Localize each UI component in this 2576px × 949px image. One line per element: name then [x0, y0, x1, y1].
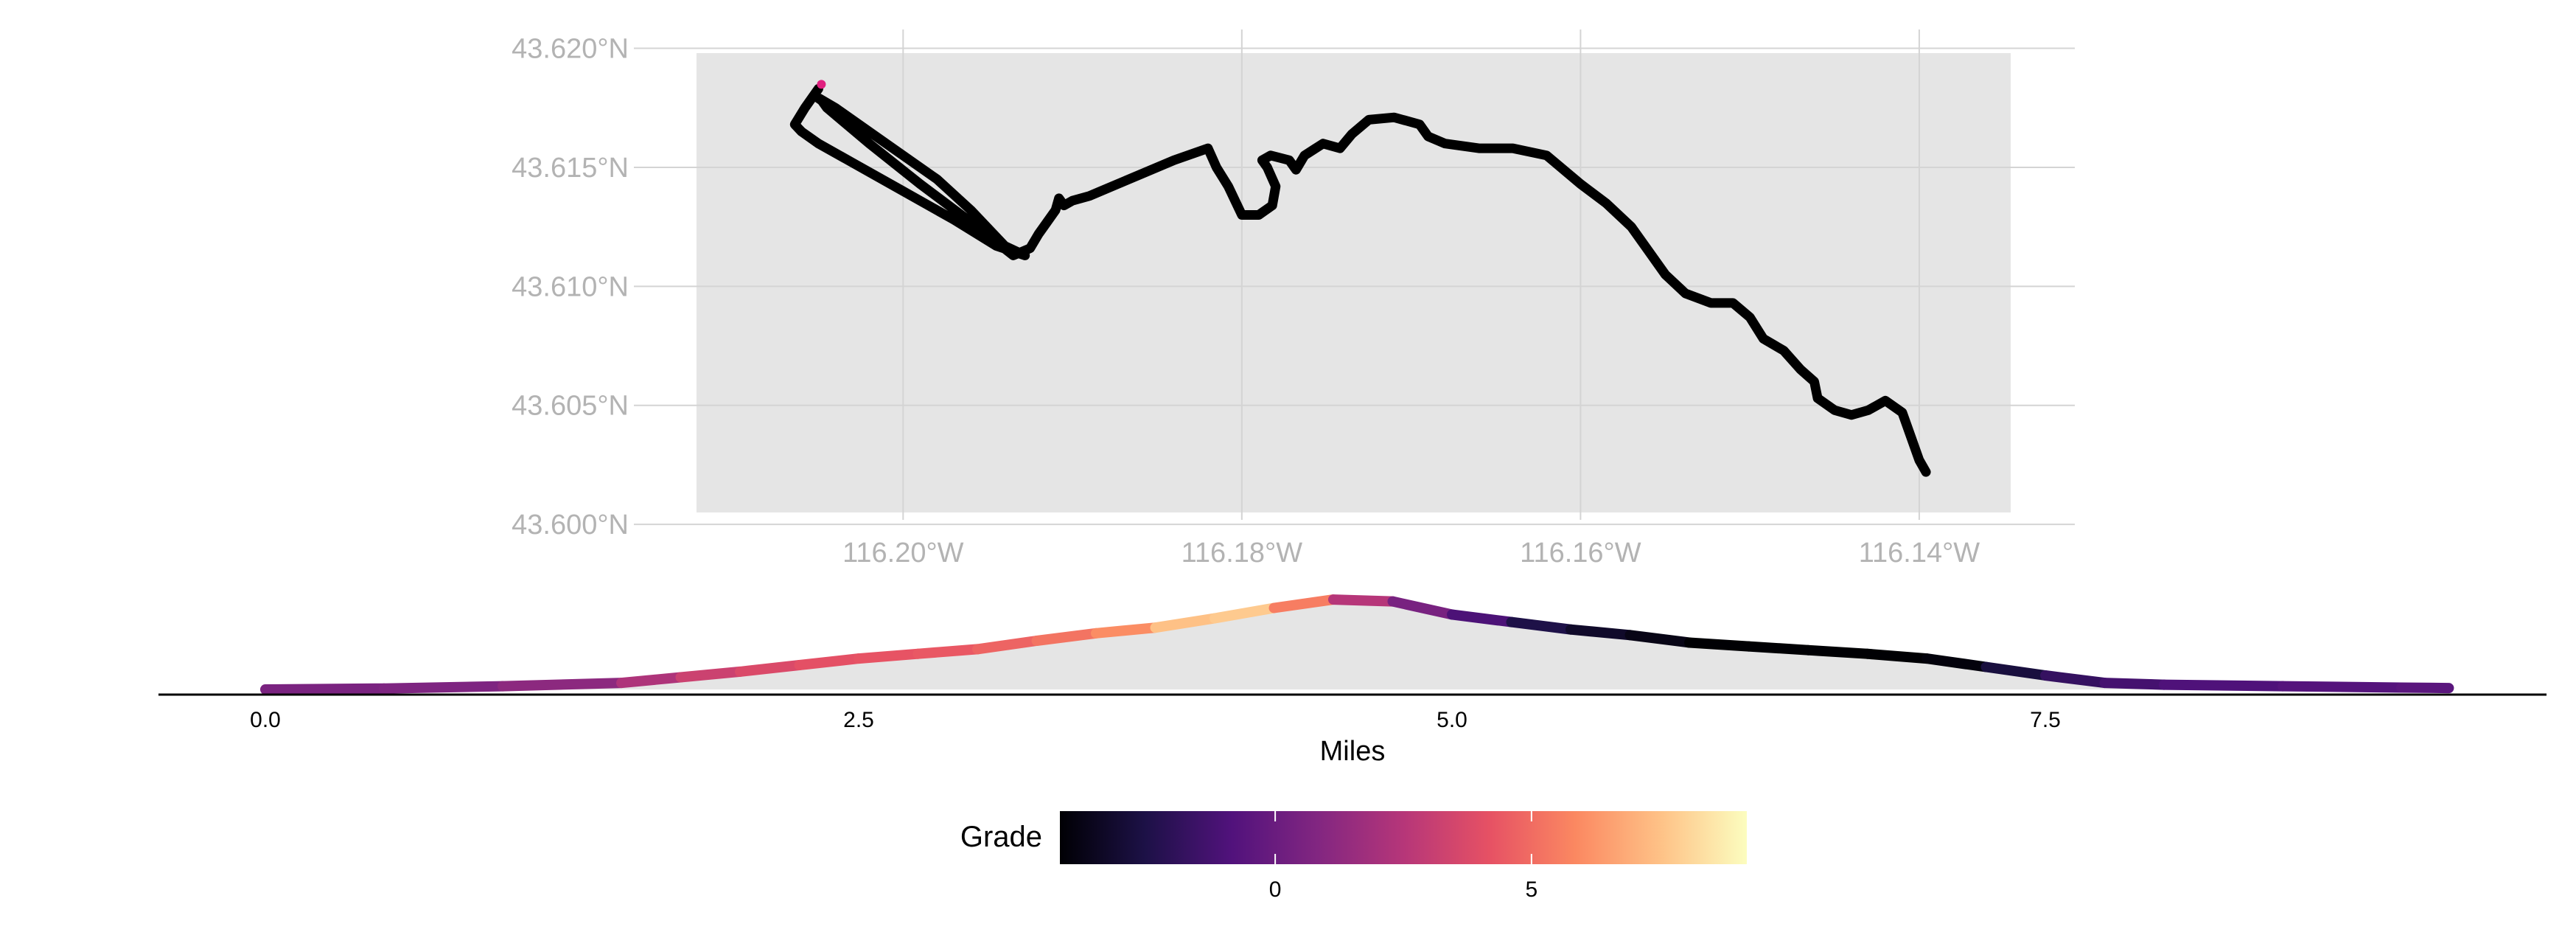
profile-segment	[1328, 594, 1398, 607]
profile-x-tick-label: 5.0	[1437, 708, 1467, 732]
profile-x-tick-label: 2.5	[843, 708, 874, 732]
legend-title: Grade	[960, 821, 1042, 853]
profile-segment	[912, 644, 982, 659]
profile-segment	[1150, 613, 1220, 633]
route-line	[789, 83, 1931, 477]
profile-segment	[1091, 622, 1161, 639]
profile-segment	[972, 636, 1042, 655]
profile-segment	[2099, 678, 2169, 690]
map-x-tick-labels: 116.20°W 116.18°W 116.16°W 116.14°W	[842, 538, 1980, 569]
profile-segment	[1031, 628, 1101, 646]
elevation-area	[265, 599, 2449, 689]
profile-segment	[675, 666, 745, 683]
profile-segment	[1862, 648, 1932, 664]
map-y-tick-label: 43.615°N	[512, 153, 629, 184]
legend-tick-label: 5	[1526, 877, 1538, 902]
route-map: 116.20°W 116.18°W 116.16°W 116.14°W 43.600°…	[512, 29, 2075, 569]
profile-segment	[1743, 641, 1813, 656]
profile-segment	[1921, 653, 1992, 672]
map-x-tick-label: 116.16°W	[1520, 538, 1641, 569]
profile-segment	[379, 681, 508, 694]
profile-segment	[2040, 670, 2110, 689]
profile-segment	[1447, 609, 1517, 628]
profile-segment	[1268, 594, 1338, 613]
profile-segment	[2277, 681, 2406, 693]
map-x-tick-label: 116.20°W	[842, 538, 964, 569]
map-y-tick-label: 43.620°N	[512, 34, 629, 65]
map-panel	[697, 53, 2011, 512]
profile-x-tick-labels: 0.0 2.5 5.0 7.5	[250, 708, 2061, 732]
profile-segment	[1210, 602, 1280, 624]
profile-segment	[2159, 679, 2288, 692]
profile-x-axis-title: Miles	[1320, 736, 1386, 767]
profile-segment	[616, 672, 686, 689]
profile-x-tick-label: 0.0	[250, 708, 281, 732]
profile-segment	[854, 648, 924, 664]
map-y-tick-label: 43.605°N	[512, 391, 629, 422]
elevation-profile: 0.0 2.5 5.0 7.5 Miles	[158, 594, 2547, 767]
profile-segment	[498, 678, 626, 692]
profile-segment	[2396, 682, 2454, 694]
map-x-tick-label: 116.14°W	[1859, 538, 1980, 569]
profile-segment	[1684, 637, 1754, 652]
map-x-tick-label: 116.18°W	[1181, 538, 1303, 569]
profile-segment	[1624, 630, 1694, 648]
legend-colorbar	[1060, 811, 1747, 864]
legend-tick-label: 0	[1269, 877, 1282, 902]
grade-colored-profile-line	[260, 594, 2454, 695]
map-y-tick-label: 43.610°N	[512, 271, 629, 302]
profile-segment	[1506, 616, 1576, 635]
profile-segment	[735, 660, 805, 677]
profile-segment	[1803, 644, 1873, 659]
map-y-tick-label: 43.600°N	[512, 510, 629, 540]
map-gridlines-x	[902, 29, 1920, 520]
map-y-tick-labels: 43.600°N 43.605°N 43.610°N 43.615°N 43.620°N	[512, 34, 629, 541]
profile-segment	[1980, 661, 2050, 681]
profile-x-tick-label: 7.5	[2030, 708, 2061, 732]
profile-segment	[794, 653, 864, 670]
profile-segment	[1387, 596, 1457, 620]
profile-segment	[1566, 624, 1636, 641]
route-start-marker	[817, 80, 826, 89]
